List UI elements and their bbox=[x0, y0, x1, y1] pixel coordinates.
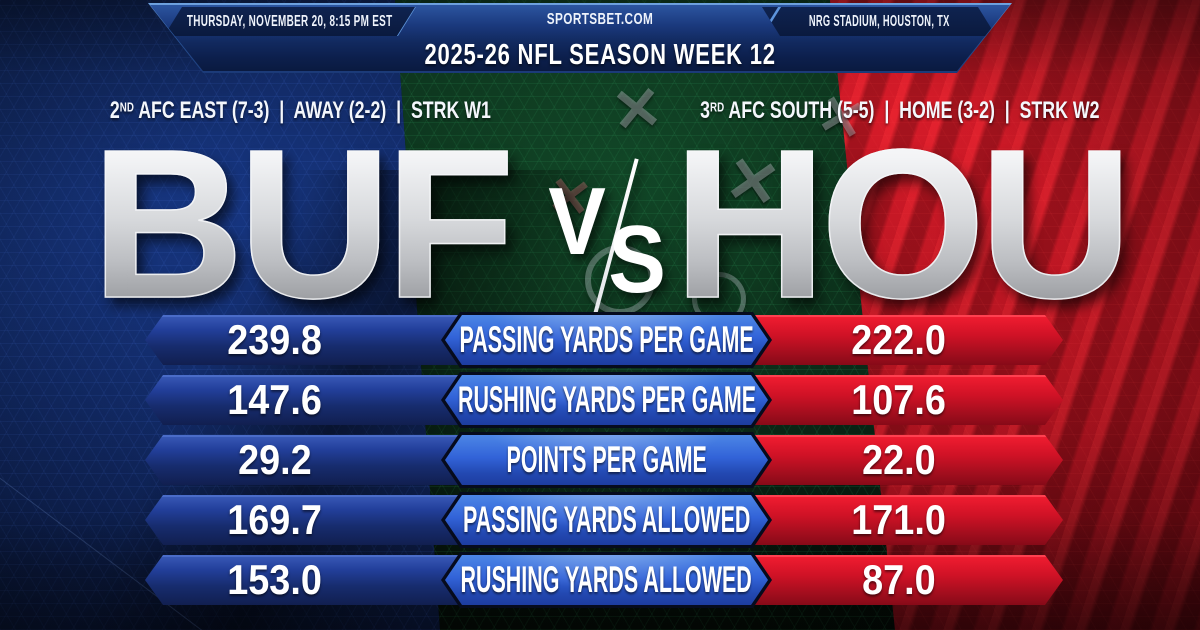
versus-letter-v: V bbox=[548, 168, 606, 275]
stat-label-bar bbox=[445, 495, 768, 545]
stat-label: PASSING YARDS ALLOWED bbox=[462, 499, 751, 540]
away-team-record-line: 2ND AFC EAST (7-3) | AWAY (2-2) | STRK W… bbox=[0, 97, 600, 125]
kickoff-plate: THURSDAY, NOVEMBER 20, 8:15 PM EST bbox=[164, 7, 416, 36]
away-stat-value: 153.0 bbox=[227, 556, 323, 603]
home-rank-ordinal: RD bbox=[710, 99, 724, 114]
away-record-details: AFC EAST (7-3) | AWAY (2-2) | STRK W1 bbox=[134, 97, 491, 124]
home-stat-value: 22.0 bbox=[861, 436, 936, 483]
home-stat-value: 171.0 bbox=[851, 496, 946, 543]
versus-letter-s: S bbox=[608, 206, 666, 313]
home-record-details: AFC SOUTH (5-5) | HOME (3-2) | STRK W2 bbox=[724, 97, 1100, 124]
away-stat-value: 29.2 bbox=[238, 436, 312, 483]
home-team-abbr: HOU bbox=[673, 105, 1134, 342]
stats-table: 239.8 PASSING YARDS PER GAME 222.0 147.6… bbox=[145, 315, 1063, 615]
home-value-bar bbox=[752, 495, 1063, 545]
event-title: 2025-26 NFL SEASON WEEK 12 bbox=[424, 39, 776, 71]
home-stat-value: 107.6 bbox=[851, 376, 946, 423]
home-team-name: HOU bbox=[600, 117, 1200, 331]
home-value-bar bbox=[752, 555, 1063, 605]
table-row: 169.7 PASSING YARDS ALLOWED 171.0 bbox=[145, 495, 1063, 545]
stat-label-bar bbox=[445, 375, 768, 425]
away-value-bar bbox=[145, 435, 497, 485]
home-team-record-line: 3RD AFC SOUTH (5-5) | HOME (3-2) | STRK … bbox=[600, 97, 1200, 125]
table-row: 147.6 RUSHING YARDS PER GAME 107.6 bbox=[145, 375, 1063, 425]
venue-plate: NRG STADIUM, HOUSTON, TX bbox=[762, 7, 996, 36]
away-rank: 2 bbox=[110, 97, 120, 124]
table-row: 29.2 POINTS PER GAME 22.0 bbox=[145, 435, 1063, 485]
top-banner-inner: THURSDAY, NOVEMBER 20, 8:15 PM EST SPORT… bbox=[150, 5, 1010, 71]
home-stat-value: 222.0 bbox=[851, 316, 946, 363]
stat-label: PASSING YARDS PER GAME bbox=[459, 319, 754, 360]
top-banner: THURSDAY, NOVEMBER 20, 8:15 PM EST SPORT… bbox=[148, 3, 1012, 73]
stat-label-bar bbox=[445, 435, 768, 485]
away-team-abbr: BUF bbox=[90, 105, 515, 342]
kickoff-datetime: THURSDAY, NOVEMBER 20, 8:15 PM EST bbox=[187, 12, 393, 30]
home-value-bar bbox=[752, 435, 1063, 485]
stat-label: RUSHING YARDS ALLOWED bbox=[460, 559, 753, 600]
stat-label: RUSHING YARDS PER GAME bbox=[457, 379, 756, 420]
stat-label-bar bbox=[445, 315, 768, 365]
venue-text: NRG STADIUM, HOUSTON, TX bbox=[808, 12, 950, 30]
away-stat-value: 169.7 bbox=[227, 496, 323, 543]
table-row: 153.0 RUSHING YARDS ALLOWED 87.0 bbox=[145, 555, 1063, 605]
away-team-name: BUF bbox=[0, 117, 600, 331]
table-row: 239.8 PASSING YARDS PER GAME 222.0 bbox=[145, 315, 1063, 365]
stat-label: POINTS PER GAME bbox=[506, 439, 707, 480]
stat-label-bar bbox=[445, 555, 768, 605]
site-name: SPORTSBET.COM bbox=[546, 11, 654, 28]
away-value-bar bbox=[145, 495, 497, 545]
away-value-bar bbox=[145, 315, 497, 365]
away-rank-ordinal: ND bbox=[119, 99, 133, 114]
home-value-bar bbox=[752, 315, 1063, 365]
away-stat-value: 239.8 bbox=[227, 316, 323, 363]
versus-badge: V S bbox=[535, 158, 675, 322]
away-value-bar bbox=[145, 375, 497, 425]
away-stat-value: 147.6 bbox=[227, 376, 323, 423]
away-value-bar bbox=[145, 555, 497, 605]
home-rank: 3 bbox=[700, 97, 710, 124]
home-value-bar bbox=[752, 375, 1063, 425]
home-stat-value: 87.0 bbox=[861, 556, 936, 603]
